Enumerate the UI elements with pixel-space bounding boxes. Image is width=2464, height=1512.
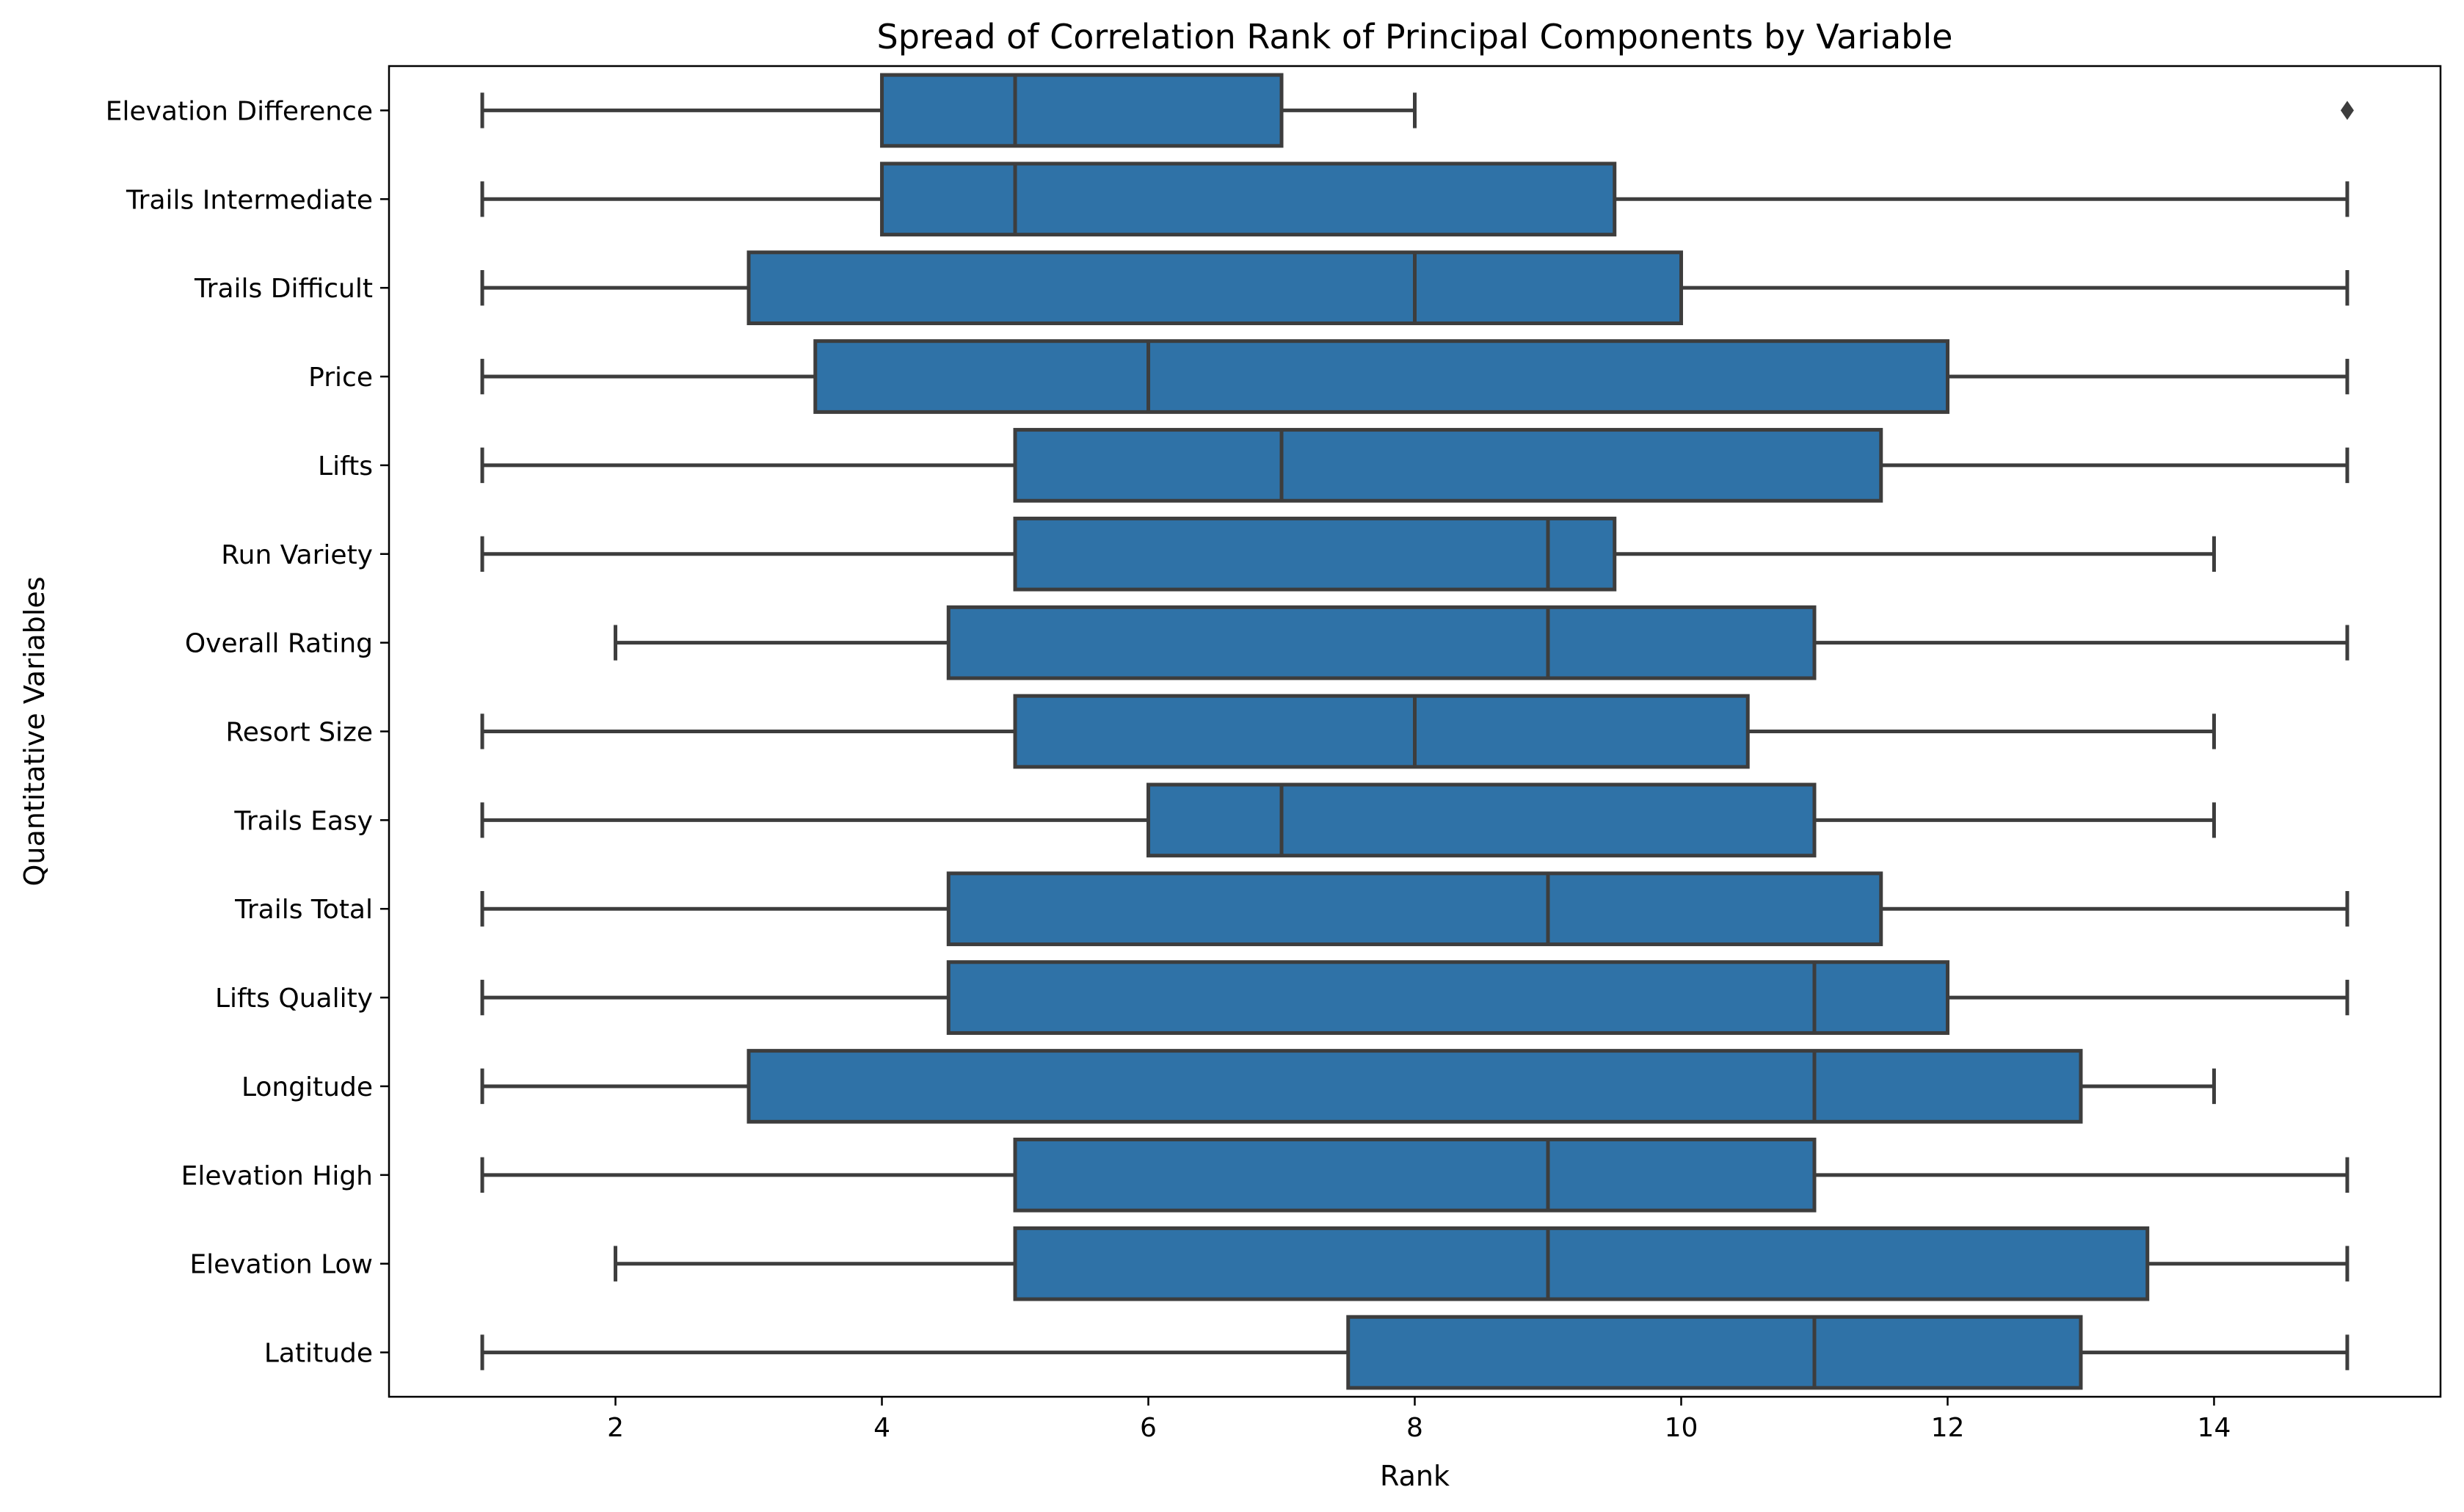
box [880, 161, 1617, 237]
box [1013, 428, 1883, 503]
y-tick-label: Lifts [318, 451, 373, 481]
box-group [480, 339, 2349, 414]
box [746, 250, 1683, 326]
x-tick-label: 8 [1406, 1413, 1423, 1443]
x-tick-label: 4 [873, 1413, 890, 1443]
y-tick-label: Run Variety [221, 540, 373, 570]
y-axis: Elevation Difference Trails Intermediate T… [106, 96, 389, 1369]
box-group [614, 605, 2349, 680]
x-tick-label: 2 [607, 1413, 624, 1443]
x-tick-label: 12 [1931, 1413, 1965, 1443]
y-axis-label: Quantitative Variables [18, 576, 51, 886]
box-group [480, 871, 2349, 947]
y-tick-label: Trails Intermediate [126, 185, 373, 215]
box [946, 871, 1883, 947]
y-tick-label: Trails Total [234, 895, 373, 925]
box [1013, 1226, 2150, 1301]
box-group [480, 1049, 2216, 1124]
box [946, 605, 1817, 680]
outlier-marker [2340, 101, 2354, 120]
box-group [614, 1226, 2349, 1301]
box [1013, 1137, 1817, 1213]
box [1013, 516, 1617, 592]
x-tick-label: 14 [2198, 1413, 2231, 1443]
y-tick-label: Overall Rating [185, 629, 373, 659]
plot-area [480, 73, 2354, 1390]
box [813, 339, 1949, 414]
y-tick-label: Longitude [241, 1072, 373, 1102]
plot-frame [388, 65, 2442, 1398]
x-tick-label: 10 [1665, 1413, 1698, 1443]
y-tick-label: Elevation Low [189, 1250, 373, 1280]
x-axis-label: Rank [1380, 1460, 1450, 1492]
box-group [480, 428, 2349, 503]
y-tick-label: Trails Difficult [194, 274, 373, 304]
box [946, 960, 1949, 1035]
box-group [480, 1315, 2349, 1390]
box [880, 73, 1284, 148]
x-tick-label: 6 [1140, 1413, 1157, 1443]
box-group [480, 73, 2354, 148]
box-group [480, 960, 2349, 1035]
box [746, 1049, 2083, 1124]
y-tick-label: Elevation Difference [106, 96, 373, 126]
y-tick-label: Trails Easy [233, 806, 373, 836]
y-tick-label: Elevation High [181, 1161, 373, 1191]
box [1146, 782, 1817, 858]
box-group [480, 516, 2216, 592]
y-tick-label: Resort Size [225, 718, 373, 748]
x-axis: 2 4 6 8 10 12 14 [607, 1397, 2231, 1443]
box [1346, 1315, 2083, 1390]
box-group [480, 782, 2216, 858]
box-group [480, 161, 2349, 237]
y-tick-label: Price [308, 363, 373, 393]
y-tick-label: Latitude [264, 1339, 373, 1369]
box-group [480, 250, 2349, 326]
y-tick-label: Lifts Quality [215, 984, 373, 1014]
box [1013, 694, 1750, 769]
box-group [480, 694, 2216, 769]
chart-title: Spread of Correlation Rank of Principal … [877, 17, 1953, 57]
box-group [480, 1137, 2349, 1213]
